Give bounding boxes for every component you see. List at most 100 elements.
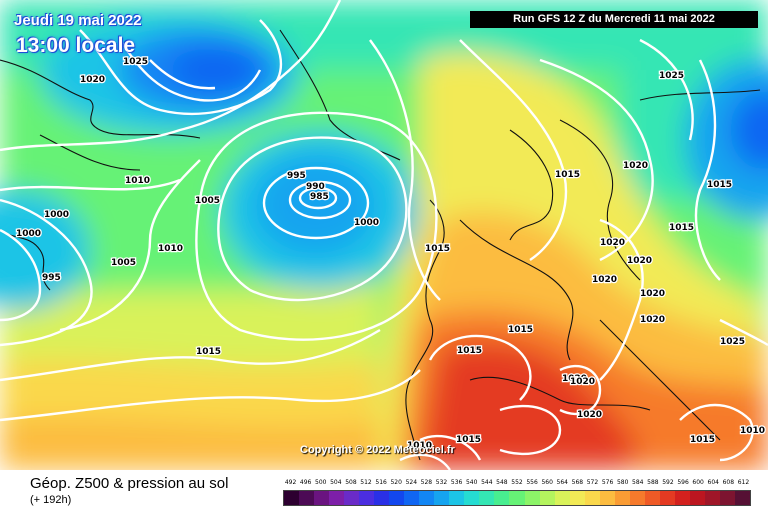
- scale-tick-label: 600: [692, 479, 704, 486]
- scale-tick-label: 544: [481, 479, 493, 486]
- forecast-time: 13:00 locale: [16, 34, 136, 57]
- isobar-label: 1000: [44, 210, 69, 220]
- weather-map: 1025 1020 1010 1000 1000 995 1005 1005 1…: [0, 0, 768, 470]
- color-swatch: [644, 491, 660, 505]
- color-swatch: [389, 491, 405, 505]
- isobar-label: 1015: [707, 180, 732, 190]
- color-swatch: [434, 491, 450, 505]
- isobar-label: 1015: [457, 346, 482, 356]
- color-swatch: [464, 491, 480, 505]
- isobar-label: 1015: [196, 347, 221, 357]
- color-swatch: [284, 491, 300, 505]
- color-swatch: [554, 491, 570, 505]
- isobar-label: 985: [310, 192, 329, 202]
- isobar-labels: 1025 1020 1010 1000 1000 995 1005 1005 1…: [15, 56, 767, 453]
- isobar-label: 1010: [158, 244, 183, 254]
- color-swatch: [614, 491, 630, 505]
- scale-tick-label: 520: [390, 479, 402, 486]
- color-swatch: [689, 491, 705, 505]
- color-swatch: [674, 491, 690, 505]
- scale-tick-label: 612: [737, 479, 750, 486]
- isobars: [0, 0, 768, 470]
- color-swatch: [299, 491, 315, 505]
- color-swatch: [524, 491, 540, 505]
- color-swatch: [479, 491, 495, 505]
- isobar-label: 1020: [640, 315, 665, 325]
- scale-tick-label: 496: [299, 479, 312, 486]
- scale-tick-label: 584: [632, 479, 644, 486]
- color-swatch: [629, 491, 645, 505]
- color-swatch: [374, 491, 390, 505]
- scale-tick-label: 492: [284, 479, 297, 486]
- isobar-label: 1020: [640, 289, 665, 299]
- color-swatch: [359, 491, 375, 505]
- isobar-label: 1015: [669, 223, 694, 233]
- scale-tick-label: 604: [707, 479, 719, 486]
- isobar-label: 995: [42, 273, 61, 283]
- scale-tick-label: 580: [616, 479, 629, 486]
- copyright-notice: Copyright © 2022 Meteociel.fr: [300, 444, 455, 456]
- isobar-label: 995: [287, 171, 306, 181]
- scale-tick-label: 524: [405, 479, 418, 486]
- scale-tick-label: 568: [571, 479, 584, 486]
- scale-tick-label: 608: [722, 479, 735, 486]
- isobar-label: 1025: [123, 57, 148, 67]
- scale-tick-label: 560: [541, 479, 553, 486]
- isobar-label: 1020: [80, 75, 105, 85]
- isobar-label: 1010: [407, 441, 432, 451]
- scale-tick-label: 512: [360, 479, 372, 486]
- isobar-label: 1020: [600, 238, 625, 248]
- color-swatch: [584, 491, 600, 505]
- scale-tick-label: 504: [330, 479, 342, 486]
- isobar-label: 990: [306, 182, 325, 192]
- color-swatch: [569, 491, 585, 505]
- color-swatch: [449, 491, 465, 505]
- isobar-label: 1015: [690, 435, 715, 445]
- isobar-label: 1020: [562, 374, 587, 384]
- isobar-label: 1010: [125, 176, 150, 186]
- forecast-lead-time: (+ 192h): [30, 494, 72, 506]
- color-swatch: [419, 491, 435, 505]
- isobar-label: 1020: [592, 275, 617, 285]
- isobar-label: 1000: [354, 218, 379, 228]
- isobar-label: 1020: [623, 161, 648, 171]
- isobar-label: 1015: [555, 170, 580, 180]
- scale-tick-label: 572: [586, 479, 599, 486]
- scale-tick-label: 516: [375, 479, 387, 486]
- scale-tick-label: 552: [511, 479, 523, 486]
- color-swatch: [344, 491, 360, 505]
- isobar-label: 1015: [456, 435, 481, 445]
- isobar-label: 1000: [16, 229, 41, 239]
- scale-tick-label: 536: [450, 479, 463, 486]
- isobar-label: 1005: [195, 196, 220, 206]
- scale-tick-label: 532: [435, 479, 448, 486]
- isobar-label: 1005: [111, 258, 136, 268]
- scale-tick-label: 508: [345, 479, 357, 486]
- model-run-banner: Run GFS 12 Z du Mercredi 11 mai 2022: [470, 11, 758, 28]
- color-swatch: [494, 491, 510, 505]
- color-swatch: [719, 491, 735, 505]
- isobar-label: 1010: [740, 426, 765, 436]
- isobar-label: 1025: [659, 71, 684, 81]
- scale-tick-label: 576: [601, 479, 614, 486]
- isobar-label: 1020: [570, 377, 595, 387]
- scale-tick-label: 588: [647, 479, 659, 486]
- chart-title: Géop. Z500 & pression au sol: [30, 475, 229, 492]
- color-scale: [283, 490, 751, 506]
- color-swatch: [404, 491, 420, 505]
- geopotential-field: [0, 0, 768, 470]
- color-scale-labels: 492 496 500 504 508 512 516 520 524 528 532 536 540 5…: [283, 479, 751, 488]
- scale-tick-label: 596: [677, 479, 689, 486]
- isobar-label: 1020: [577, 410, 602, 420]
- color-swatch: [599, 491, 615, 505]
- color-swatch: [329, 491, 345, 505]
- isobar-label: 1025: [720, 337, 745, 347]
- color-swatch: [704, 491, 720, 505]
- isobar-label: 1015: [508, 325, 533, 335]
- scale-tick-label: 592: [662, 479, 674, 486]
- scale-tick-label: 528: [420, 479, 433, 486]
- color-swatch: [509, 491, 525, 505]
- isobar-label: 1015: [425, 244, 450, 254]
- color-swatch: [734, 491, 750, 505]
- isobar-label: 1020: [627, 256, 652, 266]
